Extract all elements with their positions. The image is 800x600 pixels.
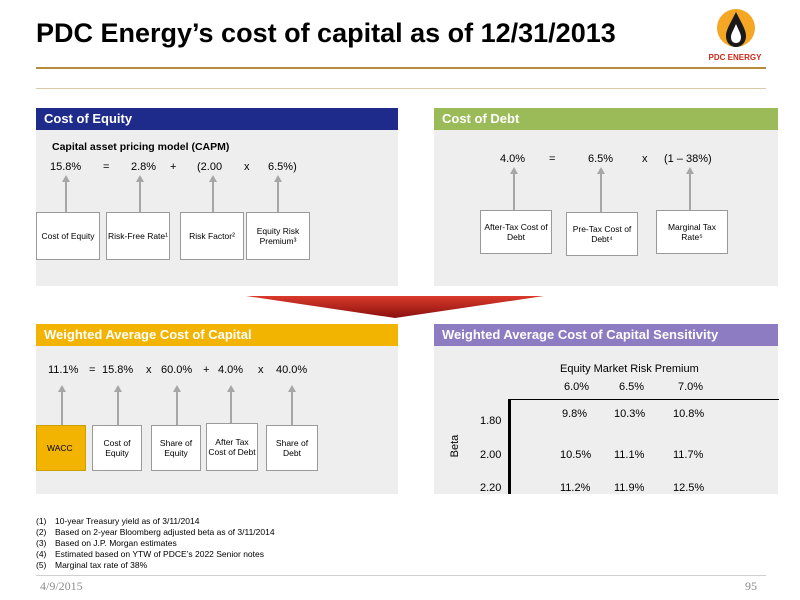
wacc-value: 11.1%: [48, 364, 79, 376]
wacc-equals: =: [89, 364, 96, 376]
footnote-number: (2): [36, 527, 47, 537]
footnote: (3) Based on J.P. Morgan estimates: [36, 538, 177, 548]
col-header: 6.0%: [564, 381, 590, 393]
after-tax-cost-of-debt-box: After-Tax Cost of Debt: [480, 210, 552, 254]
arrow-icon: [114, 385, 122, 425]
page-title: PDC Energy’s cost of capital as of 12/31…: [36, 18, 616, 48]
wacc-box: WACC: [36, 425, 86, 471]
wacc-cod-value: 4.0%: [218, 364, 244, 376]
equity-risk-premium-box: Equity Risk Premium³: [246, 212, 310, 260]
cost-of-equity-box: Cost of Equity: [36, 212, 100, 260]
pre-tax-cod-value: 6.5%: [588, 153, 614, 165]
coe-equals: =: [103, 161, 110, 173]
footnote-text: Based on 2-year Bloomberg adjusted beta …: [55, 527, 275, 537]
table-cell: 9.8%: [562, 408, 588, 420]
tax-term-value: (1 – 38%): [664, 153, 712, 165]
share-of-equity-value: 60.0%: [161, 364, 193, 376]
secondary-rule: [36, 88, 766, 89]
coe-value: 15.8%: [50, 161, 82, 173]
sensitivity-header: Weighted Average Cost of Capital Sensiti…: [434, 324, 778, 346]
footnote-number: (5): [36, 560, 47, 570]
wacc-cost-of-equity-box: Cost of Equity: [92, 425, 142, 471]
after-tax-cod-value: 4.0%: [500, 153, 526, 165]
arrow-icon: [227, 385, 235, 423]
arrow-icon: [62, 175, 70, 212]
cost-of-debt-header: Cost of Debt: [434, 108, 778, 130]
wacc-header: Weighted Average Cost of Capital: [36, 324, 398, 346]
share-of-equity-box: Share of Equity: [151, 425, 201, 471]
wacc-times-2: x: [258, 364, 264, 376]
footnote-text: Based on J.P. Morgan estimates: [55, 538, 177, 548]
table-cell: 11.7%: [673, 449, 704, 461]
arrow-icon: [597, 167, 605, 212]
erp-value: 6.5%): [268, 161, 297, 173]
risk-free-rate-box: Risk-Free Rate¹: [106, 212, 170, 260]
footnote: (2) Based on 2-year Bloomberg adjusted be…: [36, 527, 275, 537]
capm-subtitle: Capital asset pricing model (CAPM): [52, 141, 230, 153]
pre-tax-cost-of-debt-box: Pre-Tax Cost of Debt⁴: [566, 212, 638, 256]
table-cell: 12.5%: [673, 482, 705, 494]
after-tax-cost-of-debt-box: After Tax Cost of Debt: [206, 423, 258, 471]
arrow-icon: [510, 167, 518, 210]
cod-times: x: [642, 153, 648, 165]
risk-free-value: 2.8%: [131, 161, 157, 173]
footnote: (4) Estimated based on YTW of PDCE’s 2022…: [36, 549, 264, 559]
table-cell: 10.3%: [614, 408, 646, 420]
share-of-debt-box: Share of Debt: [266, 425, 318, 471]
arrow-icon: [288, 385, 296, 425]
wacc-plus: +: [203, 364, 210, 376]
footnote-text: 10-year Treasury yield as of 3/11/2014: [55, 516, 200, 526]
share-of-debt-value: 40.0%: [276, 364, 308, 376]
arrow-icon: [136, 175, 144, 212]
arrow-icon: [274, 175, 282, 212]
beta-axis-title: Beta: [449, 434, 461, 458]
table-cell: 10.8%: [673, 408, 705, 420]
title-rule: [36, 67, 766, 69]
arrow-icon: [686, 167, 694, 210]
footnote-number: (4): [36, 549, 47, 559]
arrow-icon: [173, 385, 181, 425]
cost-of-debt-panel: [434, 108, 778, 286]
footer-rule: [36, 575, 766, 576]
table-cell: 11.9%: [614, 482, 645, 494]
footnote-text: Marginal tax rate of 38%: [55, 560, 148, 570]
marginal-tax-rate-box: Marginal Tax Rate⁵: [656, 210, 728, 254]
footnote-number: (3): [36, 538, 47, 548]
pdc-energy-logo: [704, 6, 768, 68]
risk-factor-value: (2.00: [197, 161, 223, 173]
row-beta: 1.80: [480, 415, 502, 427]
page-number: 95: [745, 579, 757, 593]
coe-times: x: [244, 161, 250, 173]
footnote: (5) Marginal tax rate of 38%: [36, 560, 147, 570]
wacc-times-1: x: [146, 364, 152, 376]
risk-factor-box: Risk Factor²: [180, 212, 244, 260]
table-cell: 11.1%: [614, 449, 645, 461]
cod-equals: =: [549, 153, 556, 165]
footer-date: 4/9/2015: [40, 579, 83, 593]
erp-axis-title: Equity Market Risk Premium: [560, 363, 699, 375]
logo-text: PDC ENERGY: [708, 53, 762, 62]
table-top-rule: [509, 399, 779, 400]
cost-of-equity-header: Cost of Equity: [36, 108, 398, 130]
row-beta: 2.20: [480, 482, 502, 494]
sensitivity-panel: [434, 324, 778, 494]
coe-plus: +: [170, 161, 177, 173]
arrow-icon: [58, 385, 66, 425]
arrow-icon: [209, 175, 217, 212]
col-header: 7.0%: [678, 381, 704, 393]
col-header: 6.5%: [619, 381, 645, 393]
wacc-coe-value: 15.8%: [102, 364, 134, 376]
table-left-rule: [508, 399, 511, 494]
row-beta: 2.00: [480, 449, 502, 461]
footnote: (1) 10-year Treasury yield as of 3/11/201…: [36, 516, 199, 526]
table-cell: 11.2%: [560, 482, 591, 494]
table-cell: 10.5%: [560, 449, 592, 461]
footnote-text: Estimated based on YTW of PDCE’s 2022 Se…: [55, 549, 264, 559]
footnote-number: (1): [36, 516, 47, 526]
down-chevron-icon: [246, 296, 544, 318]
